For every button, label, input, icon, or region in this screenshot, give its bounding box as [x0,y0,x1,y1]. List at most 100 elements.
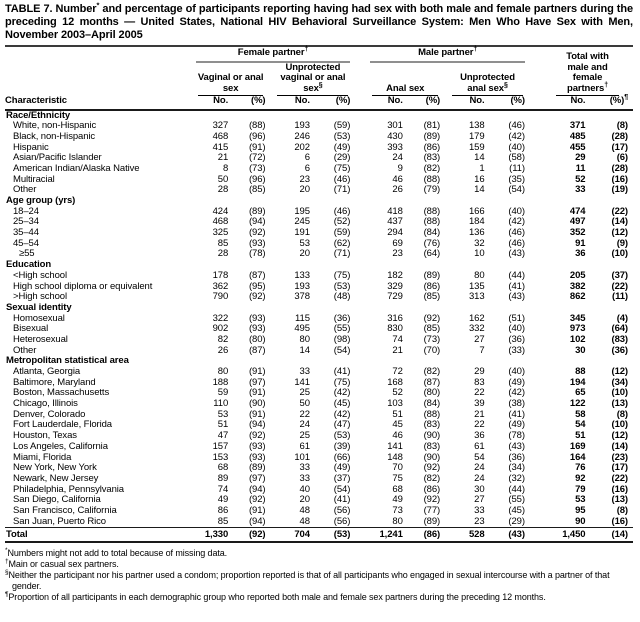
pct-cell: (36) [508,451,525,463]
count-cell: 184 [468,216,485,228]
count-cell: 8 [222,162,229,174]
pct-cell: (53) [333,280,351,292]
count-cell: 14 [299,344,310,356]
vaginal-anal-sex-header: Vaginal or anal sex [191,63,271,96]
page: TABLE 7. Number* and percentage of parti… [5,1,633,602]
count-cell: 322 [212,312,229,324]
count-cell: 528 [445,527,490,544]
pct-cell: (90) [423,430,441,442]
count-cell: 133 [294,269,310,281]
pct-cell: (83) [423,440,441,452]
column-gap [355,346,365,357]
column-gap [355,217,365,228]
column-gap [355,96,366,111]
count-cell: 46 [392,430,403,442]
pct-cell: (71) [333,248,351,260]
count-cell: 69 [392,237,403,249]
pct-cell: (98) [333,333,351,345]
count-cell: 68 [217,462,229,474]
column-gap [530,175,542,186]
count-cell: 20 [299,248,310,260]
pct-header: (%) [233,95,271,111]
pct-cell: (42) [333,408,351,420]
count-cell: 830 [387,323,403,335]
count-cell: 82 [217,333,229,345]
pct-cell: (19) [611,184,629,196]
column-gap [355,367,365,378]
unprotected-vaginal-anal-sex-header: Unprotected vaginal or anal sex§ [270,62,355,96]
subgroup-header-row: Vaginal or anal sex Unprotected vaginal … [5,62,633,96]
pct-cell: (97) [248,472,266,484]
row-label: Multiracial [13,174,55,185]
column-gap [355,324,365,335]
count-cell: 25 [299,387,310,399]
footnote: †Main or casual sex partners. [5,558,119,570]
no-header: No. [365,95,408,111]
pct-cell: (85) [423,291,441,303]
count-cell: 91 [575,237,586,249]
pct-cell: (86) [423,141,441,153]
pct-cell: (36) [508,333,525,345]
count-cell: 424 [212,205,229,217]
table-row: Hispanic 415 (91) 202 (49) 393 (86) 159 (40) 455 (… [5,141,633,154]
count-cell: 352 [569,227,586,239]
count-cell: 95 [575,504,586,516]
pct-cell: (48) [333,291,351,303]
pct-cell: (92) [248,494,266,506]
group-header-row: Female partner† Male partner† Total with… [5,45,633,96]
pct-cell: (49) [333,141,351,153]
column-gap [530,207,542,218]
pct-cell: (56) [333,504,351,516]
count-cell: 32 [474,237,485,249]
row-label: <High school [13,270,67,281]
dagger-marker: † [473,45,478,53]
section-marker: § [503,81,508,89]
count-cell: 28 [217,184,229,196]
anal-sex-header: Anal sex [365,63,445,96]
column-gap [355,431,365,442]
pct-cell: (85) [423,323,441,335]
column-gap [530,292,542,303]
count-cell: 80 [299,333,310,345]
section-header: Metropolitan statistical area [6,355,129,367]
count-cell: 28 [217,248,229,260]
count-cell: 33 [575,184,586,196]
pct-cell: (96) [248,173,266,185]
dagger-marker: † [304,45,309,53]
pct-cell: (87) [248,344,266,356]
count-cell: 182 [387,269,403,281]
table-row: Atlanta, Georgia 80 (91) 33 (41) 72 (82) 29 (40)… [5,366,633,378]
pct-cell: (93) [248,440,266,452]
pct-cell: (28) [611,130,629,142]
column-gap [355,442,365,453]
count-cell: 9 [397,162,403,174]
table-row: 45–54 85 (93) 53 (62) 69 (76) 32 (46) 91 (9) [5,237,633,250]
count-cell: 27 [474,494,485,506]
column-gap [530,517,542,528]
table-title: TABLE 7. Number* and percentage of parti… [5,1,633,42]
count-cell: 58 [575,408,586,420]
column-gap [530,185,542,196]
pct-cell: (28) [611,162,629,174]
count-cell: 79 [575,483,586,495]
column-gap [530,506,542,517]
pct-cell: (46) [333,205,351,217]
pct-cell: (10) [611,248,629,260]
table-row: ≥55 28 (78) 20 (71) 23 (64) 10 (43) 36 (10) [5,249,633,260]
column-gap [529,96,543,111]
count-cell: 24 [474,462,485,474]
count-cell: 325 [212,227,229,239]
count-cell: 179 [468,130,485,142]
count-cell: 26 [217,344,229,356]
pct-cell: (88) [423,408,441,420]
pct-cell: (64) [423,248,441,260]
column-gap [530,442,542,453]
count-cell: 52 [392,387,403,399]
count-cell: 157 [212,440,229,452]
table-row: San Diego, California 49 (92) 20 (41) 49 (92) 2… [5,495,633,506]
column-gap [530,132,542,143]
column-gap [530,249,542,260]
row-label: Total [5,527,191,544]
pct-cell: (97) [248,376,266,388]
pct-cell: (87) [248,269,266,281]
